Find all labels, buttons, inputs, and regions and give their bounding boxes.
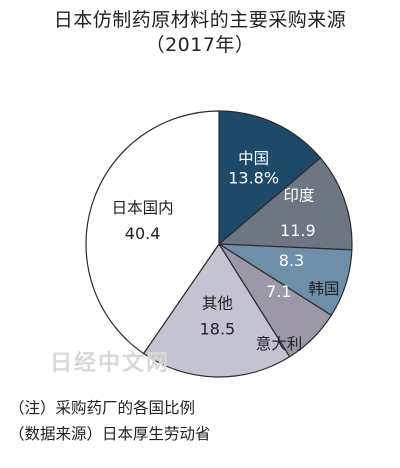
- chart-source: （数据来源）日本厚生劳动省: [9, 425, 211, 443]
- pie-slice: [85, 110, 220, 355]
- slice-value: 13.8%: [228, 169, 279, 188]
- slice-value: 18.5: [200, 320, 236, 339]
- slice-value: 40.4: [125, 224, 161, 243]
- slice-label: 韩国: [308, 280, 339, 298]
- watermark: 日经中文网: [50, 351, 171, 376]
- chart-note: （注）采购药厂的各国比例: [9, 399, 196, 417]
- chart-title: 日本仿制药原材料的主要采购来源: [53, 9, 347, 31]
- slice-label: 其他: [202, 295, 233, 313]
- slice-value: 7.1: [266, 282, 291, 301]
- pie-slice: [217, 157, 353, 251]
- chart-subtitle: （2017年）: [145, 34, 255, 56]
- slice-label: 印度: [283, 187, 314, 205]
- slice-label: 日本国内: [112, 199, 174, 217]
- slice-value: 8.3: [279, 251, 304, 270]
- pie-slice: [142, 242, 291, 378]
- pie-slice: [218, 110, 322, 246]
- slice-value: 11.9: [280, 221, 316, 240]
- slice-label: 意大利: [256, 334, 303, 353]
- slice-label: 中国: [238, 150, 269, 168]
